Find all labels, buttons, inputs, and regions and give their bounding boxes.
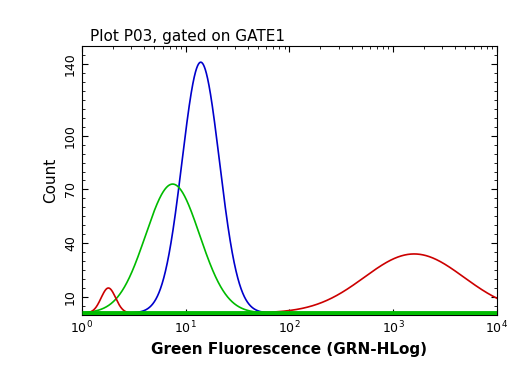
Y-axis label: Count: Count: [44, 158, 58, 203]
X-axis label: Green Fluorescence (GRN-HLog): Green Fluorescence (GRN-HLog): [151, 342, 428, 357]
Text: Plot P03, gated on GATE1: Plot P03, gated on GATE1: [90, 28, 285, 43]
